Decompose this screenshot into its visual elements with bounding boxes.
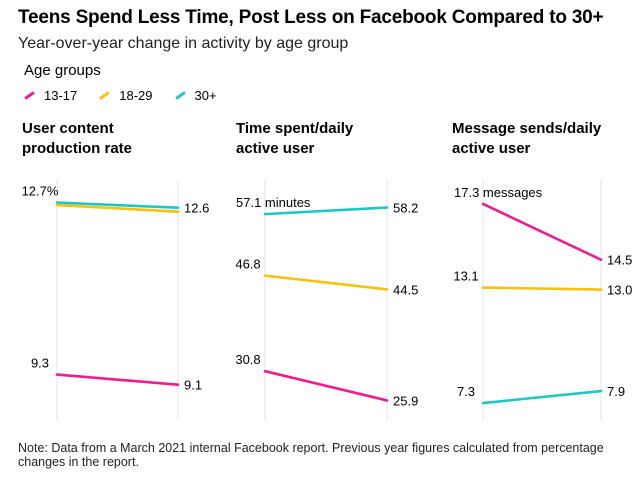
- panel-1-label-start-30-plus: 12.7%: [22, 184, 59, 199]
- panel-2-label-start-30-plus: 57.1 minutes: [236, 195, 311, 210]
- panel-1-line-30-plus: [55, 201, 180, 209]
- panel-3-title-line-2: active user: [452, 140, 531, 157]
- panel-3-line-13-17: [481, 202, 603, 261]
- panel-2-line-18-29: [263, 274, 389, 291]
- panel-2-label-start-13-17: 30.8: [235, 352, 260, 367]
- panel-2-label-start-18-29: 46.8: [235, 257, 260, 272]
- panel-2-title-line-1: Time spent/daily: [236, 120, 354, 137]
- legend: 13-17 18-29 30+: [24, 86, 239, 104]
- legend-item-30-plus: 30+: [174, 87, 217, 103]
- panel-1-line-18-29: [55, 203, 180, 213]
- legend-item-18-29: 18-29: [99, 87, 153, 103]
- legend-label-18-29: 18-29: [119, 87, 153, 103]
- panel-1-label-start-13-17: 9.3: [31, 356, 49, 371]
- panel-2-label-end-30-plus: 58.2: [393, 201, 418, 216]
- panel-3-title-line-1: Message sends/daily: [452, 120, 602, 137]
- chart-subtitle: Year-over-year change in activity by age…: [18, 35, 349, 52]
- legend-item-13-17: 13-17: [24, 88, 77, 103]
- panel-1-title-line-1: User content: [22, 120, 114, 137]
- chart-title: Teens Spend Less Time, Post Less on Face…: [18, 7, 604, 28]
- panel-3-label-start-13-17: 17.3 messages: [454, 185, 543, 200]
- panel-1-line-13-17: [55, 373, 180, 387]
- panel-2-title-line-2: active user: [236, 140, 315, 157]
- panel-1-title-line-2: production rate: [22, 140, 132, 157]
- legend-label-30-plus: 30+: [194, 87, 217, 103]
- panel-3-label-start-30-plus: 7.3: [457, 384, 475, 399]
- legend-title: Age groups: [24, 62, 101, 79]
- panel-3-label-end-18-29: 13.0: [607, 283, 632, 298]
- slope-charts: User content production rate 9.3 9.1 12.7% 12…: [22, 120, 632, 420]
- legend-label-13-17: 13-17: [44, 87, 78, 103]
- panel-2-label-end-18-29: 44.5: [393, 282, 418, 297]
- panel-1-label-end-13-17: 9.1: [184, 378, 202, 393]
- panel-3-label-end-13-17: 14.5: [607, 253, 632, 268]
- panel-1-label-end-30-plus: 12.6: [184, 201, 209, 216]
- footnote: Note: Data from a March 2021 internal Fa…: [18, 441, 604, 469]
- panel-2-line-30-plus: [263, 206, 389, 216]
- panel-3-label-end-30-plus: 7.9: [607, 384, 625, 399]
- panel-3-line-18-29: [481, 286, 603, 291]
- panel-2-label-end-13-17: 25.9: [393, 393, 418, 408]
- panel-2-line-13-17: [263, 369, 389, 402]
- panel-3-line-30-plus: [481, 389, 603, 405]
- panel-3-label-start-18-29: 13.1: [453, 269, 478, 284]
